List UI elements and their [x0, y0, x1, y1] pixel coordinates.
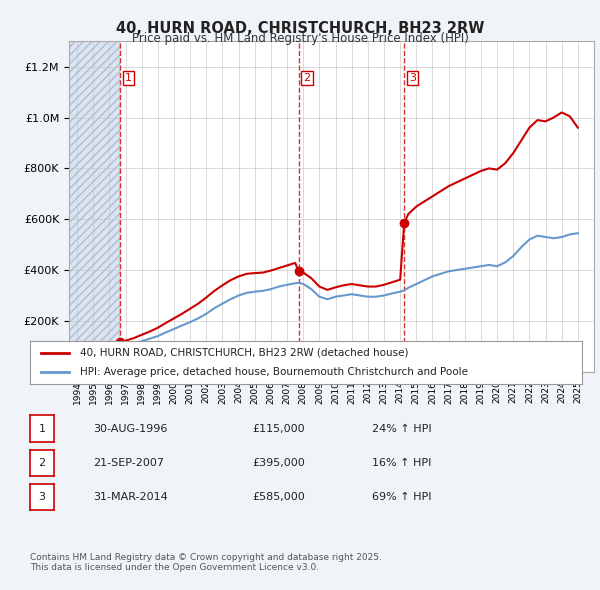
Bar	[69, 41, 120, 372]
Bar	[69, 41, 120, 372]
Text: 2: 2	[304, 73, 311, 83]
Text: 21-SEP-2007: 21-SEP-2007	[93, 458, 164, 468]
Text: 3: 3	[409, 73, 416, 83]
Text: 1: 1	[38, 424, 46, 434]
Text: 24% ↑ HPI: 24% ↑ HPI	[372, 424, 431, 434]
Text: 40, HURN ROAD, CHRISTCHURCH, BH23 2RW: 40, HURN ROAD, CHRISTCHURCH, BH23 2RW	[116, 21, 484, 35]
Text: £395,000: £395,000	[252, 458, 305, 468]
Text: 1: 1	[125, 73, 132, 83]
Text: HPI: Average price, detached house, Bournemouth Christchurch and Poole: HPI: Average price, detached house, Bour…	[80, 366, 467, 376]
Text: £115,000: £115,000	[252, 424, 305, 434]
Text: 69% ↑ HPI: 69% ↑ HPI	[372, 493, 431, 502]
Text: 40, HURN ROAD, CHRISTCHURCH, BH23 2RW (detached house): 40, HURN ROAD, CHRISTCHURCH, BH23 2RW (d…	[80, 348, 408, 358]
Text: 30-AUG-1996: 30-AUG-1996	[93, 424, 167, 434]
Text: £585,000: £585,000	[252, 493, 305, 502]
Text: 31-MAR-2014: 31-MAR-2014	[93, 493, 168, 502]
Text: 2: 2	[38, 458, 46, 468]
Text: Contains HM Land Registry data © Crown copyright and database right 2025.
This d: Contains HM Land Registry data © Crown c…	[30, 553, 382, 572]
Text: Price paid vs. HM Land Registry's House Price Index (HPI): Price paid vs. HM Land Registry's House …	[131, 32, 469, 45]
Text: 16% ↑ HPI: 16% ↑ HPI	[372, 458, 431, 468]
Text: 3: 3	[38, 492, 46, 502]
